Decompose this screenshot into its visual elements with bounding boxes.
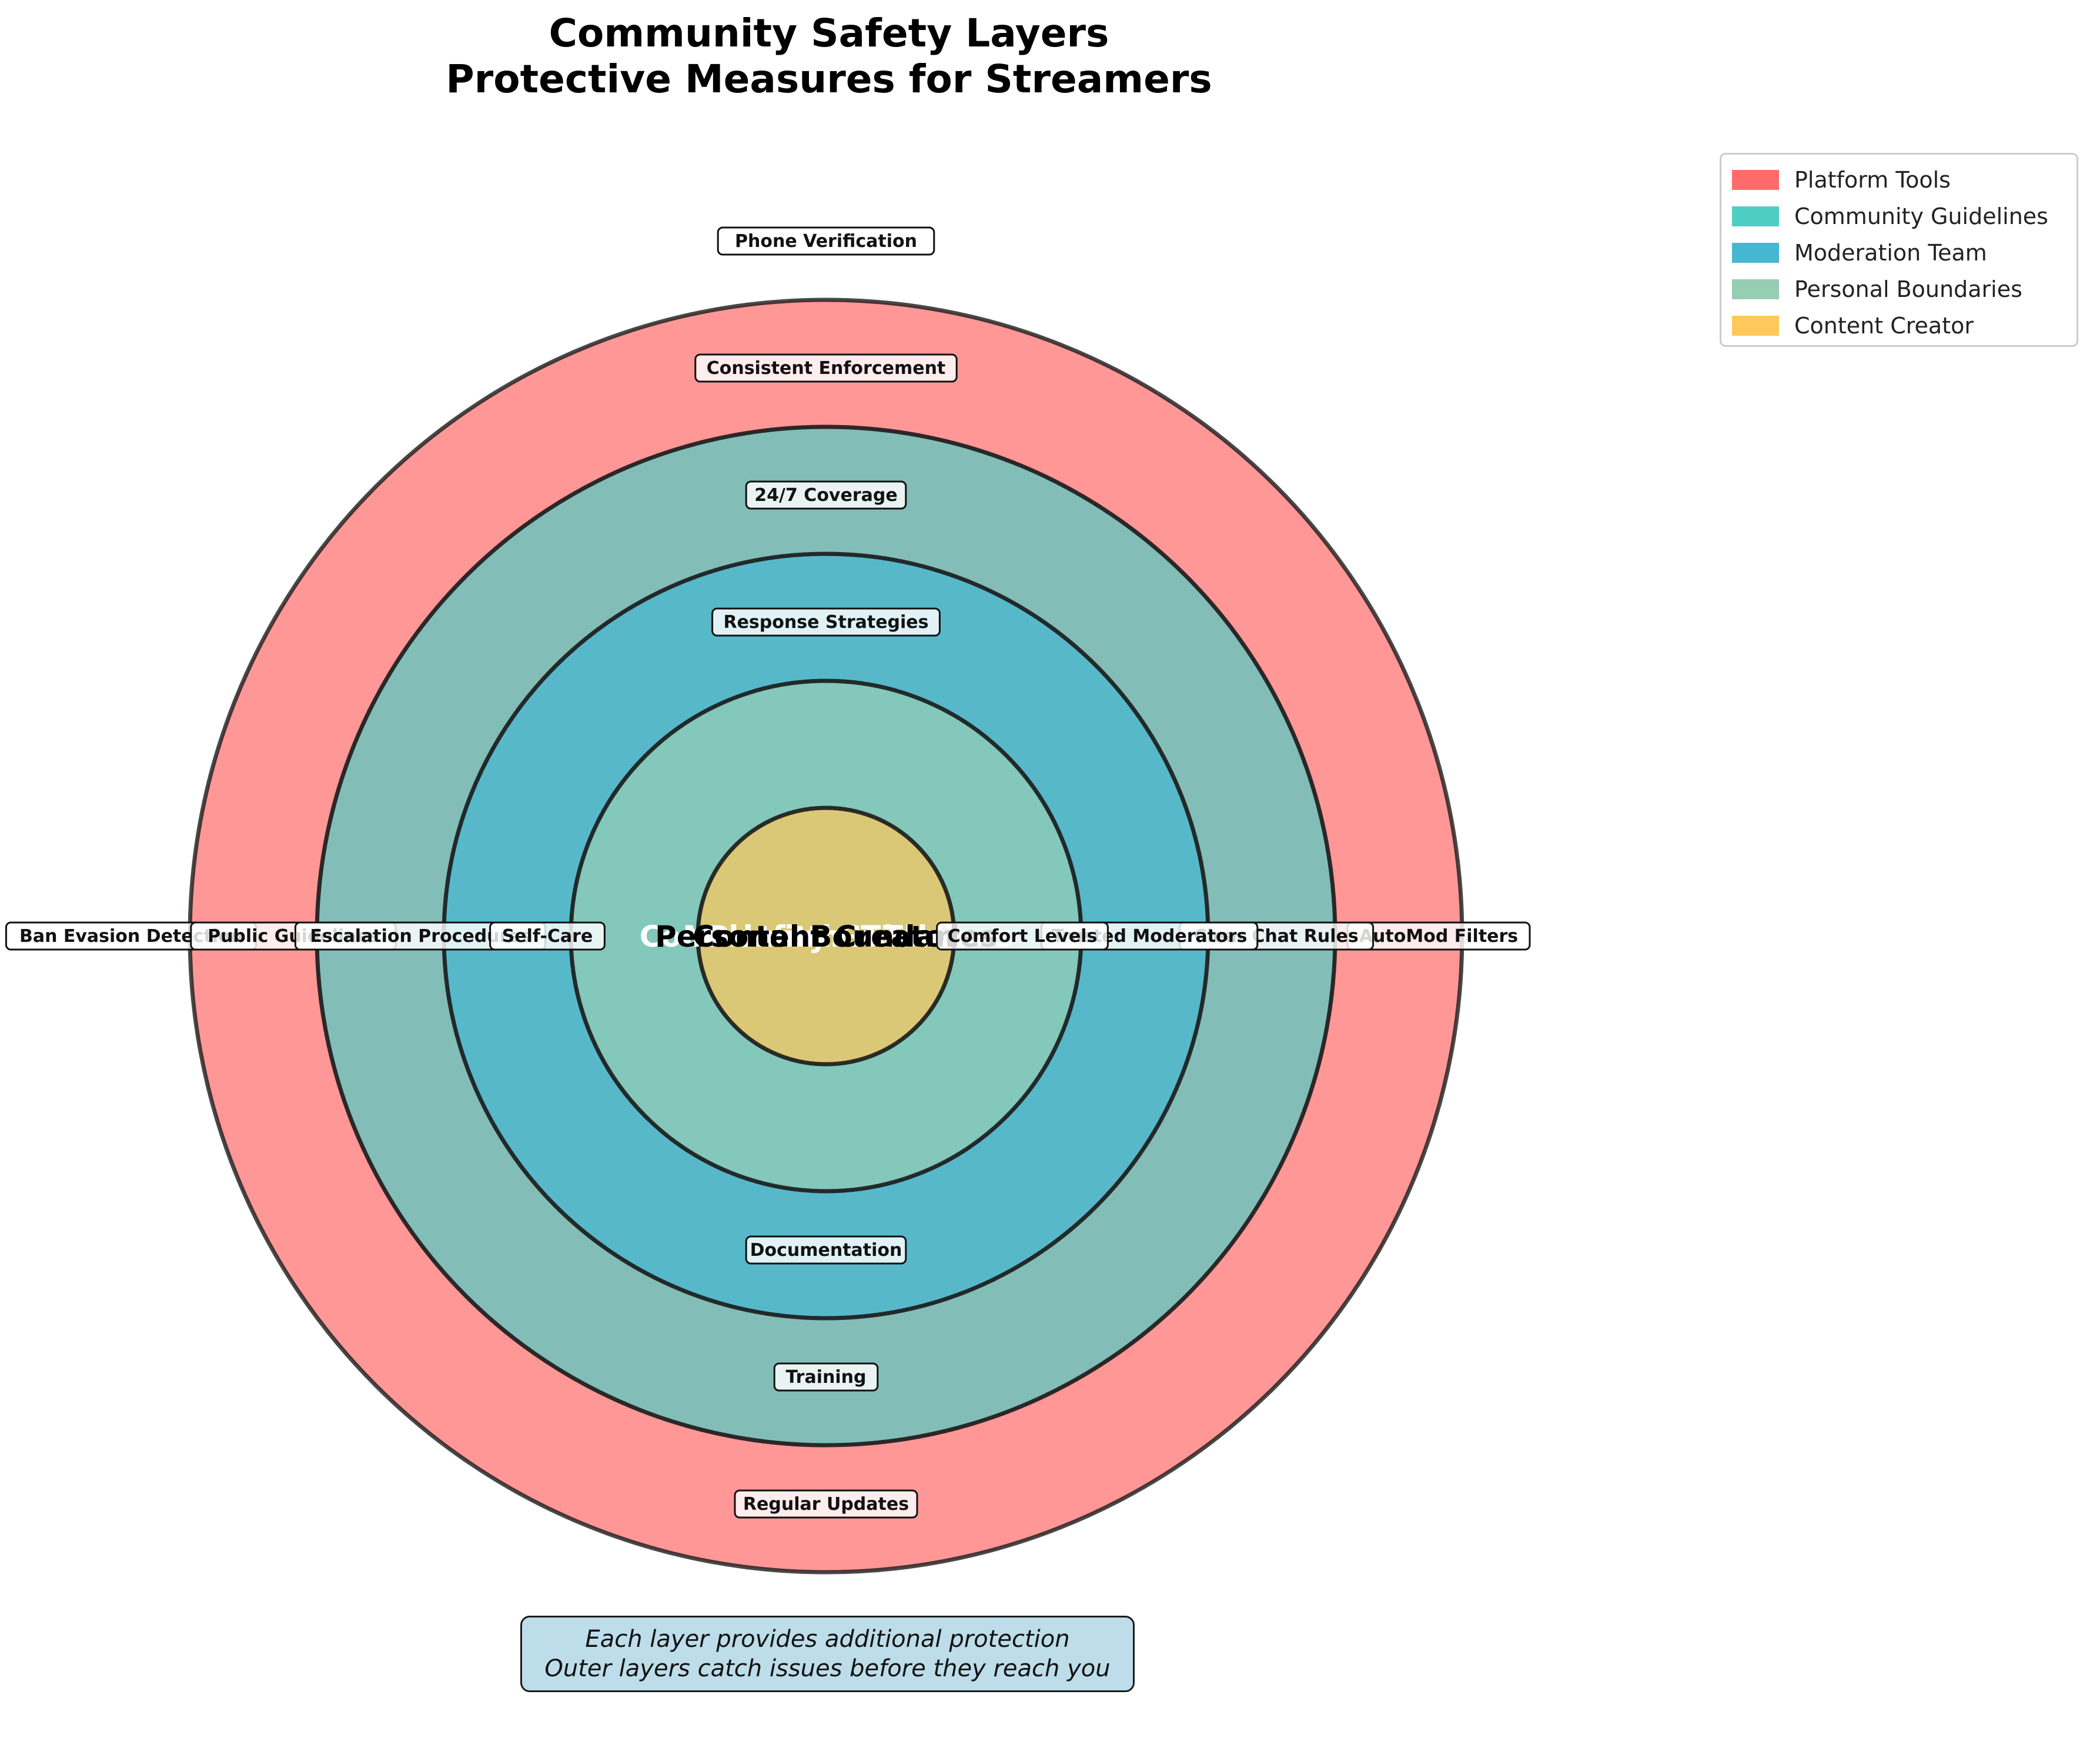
title-line-2: Protective Measures for Streamers — [446, 56, 1212, 102]
layer-name-moderation-team: Moderation Team — [683, 920, 969, 954]
legend: Platform Tools Community Guidelines Mode… — [1720, 153, 2078, 347]
legend-swatch — [1732, 279, 1779, 299]
item-label: Self-Care — [489, 921, 606, 951]
legend-swatch — [1732, 316, 1779, 336]
svg-text:Regular Updates: Regular Updates — [743, 1494, 909, 1515]
item-label: Response Strategies — [711, 607, 941, 637]
svg-text:Training: Training — [786, 1367, 867, 1388]
legend-item-personal-boundaries: Personal Boundaries — [1732, 275, 2022, 304]
legend-label: Personal Boundaries — [1794, 276, 2022, 302]
item-label: Consistent Enforcement — [694, 353, 958, 383]
item-label: Regular Updates — [734, 1489, 918, 1519]
legend-item-platform-tools: Platform Tools — [1732, 165, 1951, 195]
svg-text:Phone Verification: Phone Verification — [735, 231, 917, 252]
item-label: 24/7 Coverage — [745, 480, 907, 510]
svg-text:Consistent Enforcement: Consistent Enforcement — [707, 358, 946, 379]
item-label: Training — [773, 1362, 879, 1392]
layer-name-platform-tools: Platform Tools — [707, 920, 945, 954]
legend-label: Moderation Team — [1794, 240, 1987, 266]
svg-text:Self-Care: Self-Care — [502, 926, 593, 947]
item-label: Phone Verification — [717, 226, 935, 256]
item-label: Documentation — [745, 1235, 907, 1265]
item-label: AutoMod Filters — [1346, 921, 1531, 951]
title-line-1: Community Safety Layers — [549, 11, 1109, 56]
legend-label: Community Guidelines — [1794, 203, 2048, 229]
item-label: Comfort Levels — [936, 921, 1109, 951]
legend-label: Content Creator — [1794, 313, 1974, 339]
layer-name-content-creator: Content Creator — [693, 920, 959, 954]
svg-text:AutoMod Filters: AutoMod Filters — [1359, 926, 1518, 947]
svg-text:Comfort Levels: Comfort Levels — [948, 926, 1098, 947]
legend-swatch — [1732, 206, 1779, 226]
svg-text:Response Strategies: Response Strategies — [723, 612, 928, 633]
legend-item-community-guidelines: Community Guidelines — [1732, 202, 2048, 231]
legend-swatch — [1732, 170, 1779, 190]
legend-item-moderation-team: Moderation Team — [1732, 238, 1987, 268]
legend-label: Platform Tools — [1794, 167, 1951, 193]
note-line-2: Outer layers catch issues before they re… — [544, 1655, 1111, 1682]
chart-title: Community Safety Layers Protective Measu… — [0, 11, 1658, 102]
svg-text:24/7 Coverage: 24/7 Coverage — [754, 485, 897, 506]
explanation-note: Each layer provides additional protectio… — [520, 1616, 1135, 1692]
note-line-1: Each layer provides additional protectio… — [585, 1626, 1070, 1653]
legend-swatch — [1732, 243, 1779, 263]
svg-text:Documentation: Documentation — [750, 1240, 902, 1261]
legend-item-content-creator: Content Creator — [1732, 311, 1974, 340]
